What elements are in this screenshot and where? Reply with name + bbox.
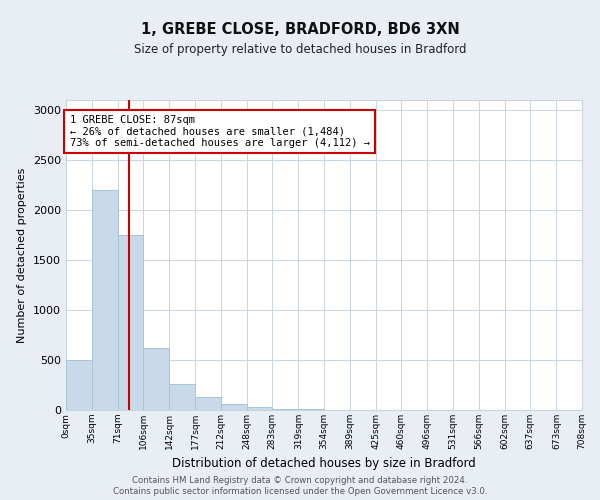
Bar xyxy=(221,404,247,410)
Text: Contains HM Land Registry data © Crown copyright and database right 2024.: Contains HM Land Registry data © Crown c… xyxy=(132,476,468,485)
Bar xyxy=(118,235,143,410)
Text: Contains public sector information licensed under the Open Government Licence v3: Contains public sector information licen… xyxy=(113,487,487,496)
Bar xyxy=(247,407,272,410)
Bar xyxy=(143,348,169,410)
Bar xyxy=(195,397,221,410)
Text: 1 GREBE CLOSE: 87sqm
← 26% of detached houses are smaller (1,484)
73% of semi-de: 1 GREBE CLOSE: 87sqm ← 26% of detached h… xyxy=(70,115,370,148)
Text: Size of property relative to detached houses in Bradford: Size of property relative to detached ho… xyxy=(134,42,466,56)
Text: 1, GREBE CLOSE, BRADFORD, BD6 3XN: 1, GREBE CLOSE, BRADFORD, BD6 3XN xyxy=(140,22,460,38)
Y-axis label: Number of detached properties: Number of detached properties xyxy=(17,168,28,342)
Bar xyxy=(298,409,324,410)
Bar xyxy=(272,408,298,410)
Bar xyxy=(169,384,195,410)
Bar xyxy=(92,190,118,410)
X-axis label: Distribution of detached houses by size in Bradford: Distribution of detached houses by size … xyxy=(172,458,476,470)
Bar xyxy=(66,360,92,410)
